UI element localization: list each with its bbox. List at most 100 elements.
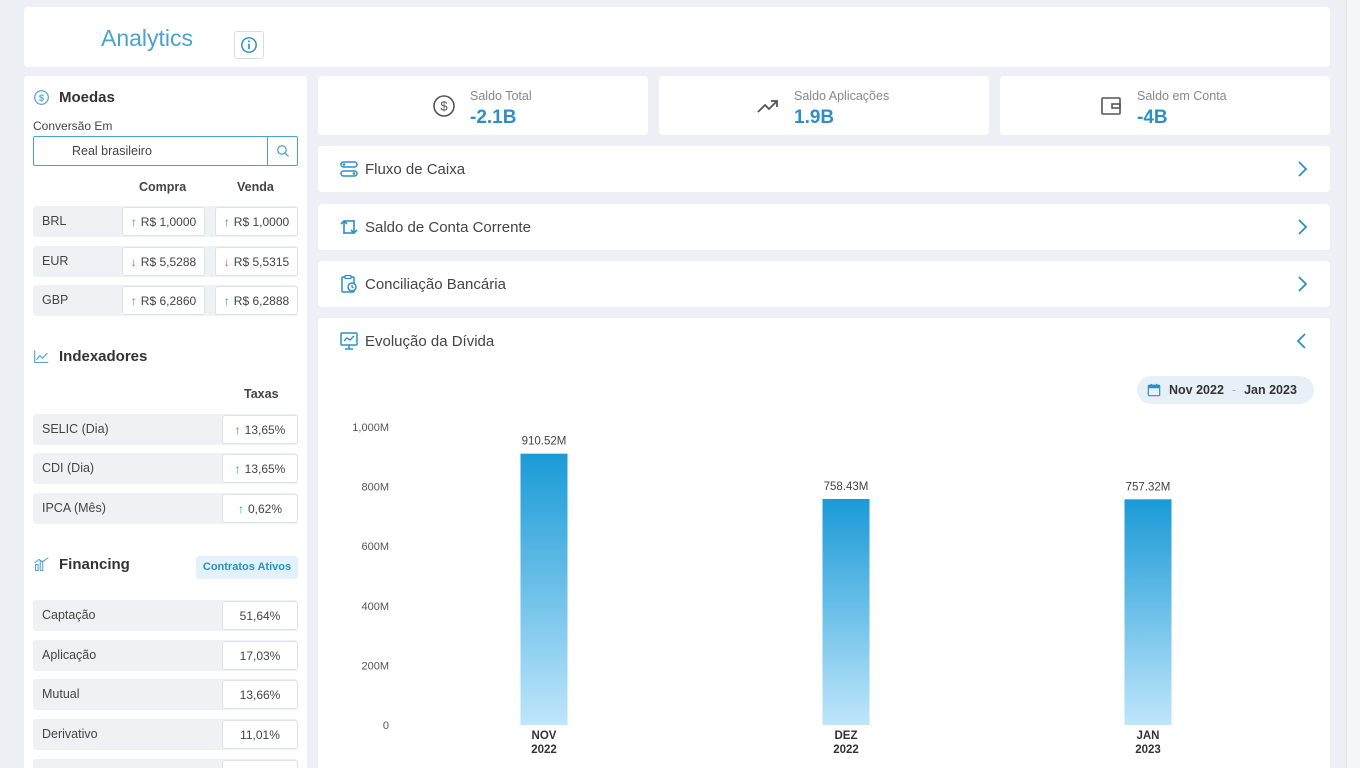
trending-up-icon bbox=[757, 100, 778, 113]
currency-search-button[interactable] bbox=[267, 137, 297, 165]
col-head-compra: Compra bbox=[139, 180, 187, 194]
financing-value: 51,64% bbox=[222, 601, 298, 630]
x-tick-label: 2022 bbox=[531, 744, 557, 756]
compra-value: R$ 5,5288 bbox=[140, 254, 197, 269]
arrow-up-icon: ↑ bbox=[130, 214, 137, 229]
chevron-left-icon[interactable] bbox=[1292, 331, 1312, 351]
financing-value-partial bbox=[222, 760, 298, 768]
arrow-up-icon: ↑ bbox=[223, 214, 230, 229]
calendar-icon bbox=[1147, 383, 1161, 397]
x-tick-label: 2022 bbox=[833, 744, 859, 756]
accordion-saldo-conta-corrente[interactable]: Saldo de Conta Corrente bbox=[318, 204, 1330, 250]
accordion-label: Fluxo de Caixa bbox=[365, 160, 466, 178]
currency-select[interactable]: Real brasileiro bbox=[33, 136, 298, 166]
chart-card-header[interactable]: Evolução da Dívida bbox=[339, 331, 494, 351]
chevron-right-icon[interactable] bbox=[1292, 274, 1312, 294]
arrow-down-icon: ↓ bbox=[130, 254, 137, 269]
bar-data-label: 757.32M bbox=[1126, 481, 1171, 493]
financing-name-partial bbox=[33, 759, 298, 768]
indexer-value-cell: ↑ 0,62% bbox=[222, 494, 298, 523]
svg-text:$: $ bbox=[39, 93, 45, 103]
indexer-value: 13,65% bbox=[244, 422, 286, 437]
debt-bar-chart: 0 200M 400M 600M 800M 1,000M 910.52M NOV 2022 758… bbox=[352, 422, 1172, 756]
conversion-label: Conversão Em bbox=[33, 119, 113, 133]
transfer-icon bbox=[339, 217, 359, 237]
moedas-title-text: Moedas bbox=[59, 89, 115, 106]
venda-value: R$ 6,2888 bbox=[233, 293, 290, 308]
venda-value: R$ 5,5315 bbox=[233, 254, 290, 269]
info-button[interactable] bbox=[234, 31, 264, 59]
indexadores-title-text: Indexadores bbox=[59, 348, 148, 365]
arrow-down-icon: ↓ bbox=[223, 254, 230, 269]
evolucao-divida-card: Evolução da Dívida Nov 2022 - Jan 2023 0… bbox=[318, 318, 1330, 768]
financing-value: 13,66% bbox=[222, 680, 298, 709]
compra-cell: ↑ R$ 1,0000 bbox=[122, 207, 205, 236]
arrow-up-icon: ↑ bbox=[237, 501, 244, 516]
indexer-value-cell: ↑ 13,65% bbox=[222, 454, 298, 483]
kpi-value: -4B bbox=[1137, 107, 1168, 128]
chevron-right-icon[interactable] bbox=[1292, 159, 1312, 179]
compra-value: R$ 6,2860 bbox=[140, 293, 197, 308]
svg-text:$: $ bbox=[440, 99, 448, 114]
info-icon bbox=[241, 37, 257, 53]
indexer-value: 13,65% bbox=[244, 461, 286, 476]
bar[interactable] bbox=[1124, 499, 1172, 725]
y-tick-label: 600M bbox=[361, 541, 389, 553]
x-tick-label: NOV bbox=[532, 730, 557, 742]
x-tick-label: DEZ bbox=[835, 730, 858, 742]
date-range-picker[interactable]: Nov 2022 - Jan 2023 bbox=[1137, 376, 1314, 404]
x-tick-label: 2023 bbox=[1135, 744, 1161, 756]
date-from: Nov 2022 bbox=[1169, 383, 1224, 397]
arrow-up-icon: ↑ bbox=[223, 293, 230, 308]
financing-value: 17,03% bbox=[222, 641, 298, 670]
accordion-label: Saldo de Conta Corrente bbox=[365, 218, 531, 236]
financing-title-text: Financing bbox=[59, 556, 130, 573]
coin-icon: $ bbox=[34, 90, 49, 105]
bar[interactable] bbox=[822, 498, 870, 725]
sidebar: $ Moedas Conversão Em Real brasileiro Co… bbox=[24, 76, 307, 768]
kpi-value: 1.9B bbox=[794, 107, 835, 128]
kpi-label: Saldo em Conta bbox=[1137, 89, 1227, 103]
kpi-saldo-aplicacoes: Saldo Aplicações 1.9B bbox=[659, 76, 989, 135]
arrow-up-icon: ↑ bbox=[130, 293, 137, 308]
presentation-chart-icon bbox=[340, 332, 358, 350]
line-chart-icon bbox=[34, 350, 49, 364]
bar[interactable] bbox=[520, 453, 568, 725]
accordion-conciliacao-bancaria[interactable]: Conciliação Bancária bbox=[318, 261, 1330, 307]
compra-cell: ↑ R$ 6,2860 bbox=[122, 286, 205, 315]
indexer-value-cell: ↑ 13,65% bbox=[222, 415, 298, 444]
dollar-circle-icon: $ bbox=[433, 95, 455, 117]
venda-cell: ↓ R$ 5,5315 bbox=[215, 247, 298, 276]
col-head-taxas: Taxas bbox=[244, 387, 279, 401]
kpi-saldo-total: $ Saldo Total -2.1B bbox=[318, 76, 648, 135]
moedas-section-title: $ Moedas bbox=[33, 89, 115, 106]
kpi-saldo-em-conta: Saldo em Conta -4B bbox=[1000, 76, 1330, 135]
financing-section-title: Financing bbox=[33, 556, 130, 573]
y-tick-label: 800M bbox=[361, 482, 389, 494]
wallet-icon bbox=[1101, 97, 1121, 115]
x-tick-label: JAN bbox=[1136, 730, 1159, 742]
date-to: Jan 2023 bbox=[1244, 383, 1297, 397]
venda-cell: ↑ R$ 6,2888 bbox=[215, 286, 298, 315]
date-separator: - bbox=[1231, 383, 1237, 397]
bar-data-label: 910.52M bbox=[522, 436, 567, 448]
indexadores-section-title: Indexadores bbox=[33, 348, 147, 365]
financing-chart-icon bbox=[34, 557, 49, 572]
header-bar: Analytics bbox=[24, 7, 1330, 67]
contratos-ativos-badge[interactable]: Contratos Ativos bbox=[196, 556, 298, 579]
clipboard-clock-icon bbox=[339, 274, 359, 294]
indexer-value: 0,62% bbox=[247, 501, 283, 516]
financing-value: 11,01% bbox=[222, 720, 298, 749]
chevron-right-icon[interactable] bbox=[1292, 217, 1312, 237]
kpi-value: -2.1B bbox=[470, 107, 517, 128]
chart-card-title: Evolução da Dívida bbox=[365, 332, 495, 350]
y-tick-label: 400M bbox=[361, 601, 389, 613]
page-title: Analytics bbox=[101, 25, 194, 51]
flow-icon bbox=[339, 159, 359, 179]
window-edge bbox=[1346, 0, 1360, 768]
search-icon bbox=[276, 145, 289, 158]
accordion-fluxo-de-caixa[interactable]: Fluxo de Caixa bbox=[318, 146, 1330, 192]
currency-select-value: Real brasileiro bbox=[72, 144, 152, 158]
venda-cell: ↑ R$ 1,0000 bbox=[215, 207, 298, 236]
arrow-up-icon: ↑ bbox=[234, 461, 241, 476]
